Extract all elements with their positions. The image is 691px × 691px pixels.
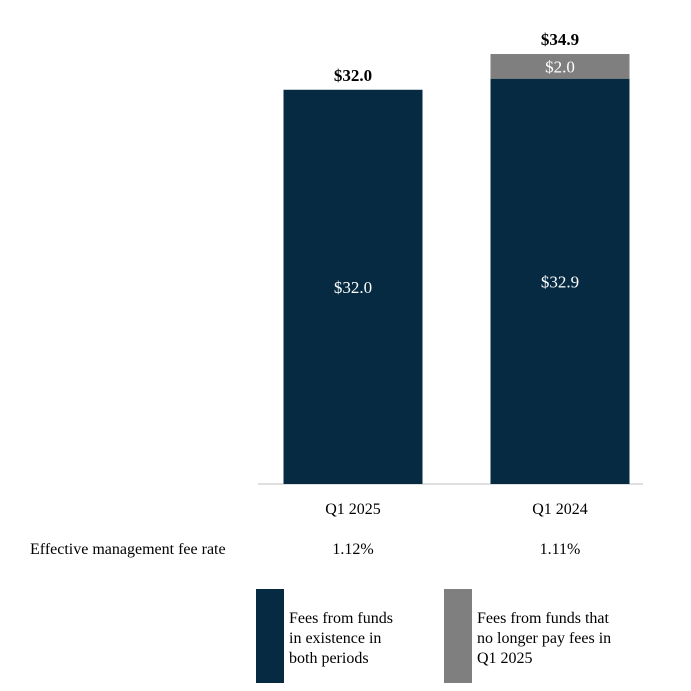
legend: Fees from funds in existence in both perio… (256, 589, 611, 683)
legend-label: no longer pay fees in (477, 630, 611, 647)
bar-segment (490, 78, 630, 484)
x-tick-label: Q1 2025 (325, 501, 381, 518)
bar-segment (283, 89, 423, 484)
total-label: $34.9 (541, 30, 579, 49)
legend-label: Fees from funds that (477, 610, 610, 627)
legend-swatch (444, 589, 472, 683)
legend-label: in existence in (289, 630, 381, 647)
bar-segment (490, 54, 630, 79)
labels-group: $32.0 $32.0 Q1 2025 1.12% $32.9 $2.0 $34.9 Q1 2… (325, 30, 588, 558)
x-tick-label: Q1 2024 (532, 501, 588, 518)
legend-swatch (256, 589, 284, 683)
data-label: $32.0 (334, 278, 372, 297)
legend-label: Fees from funds (289, 610, 393, 627)
data-label: $32.9 (541, 272, 579, 291)
bars-group (283, 54, 630, 484)
total-label: $32.0 (334, 66, 372, 85)
fee-rate-value: 1.12% (332, 541, 373, 558)
fee-rate-value: 1.11% (540, 541, 581, 558)
data-label: $2.0 (545, 57, 575, 76)
rate-row-label: Effective management fee rate (30, 541, 226, 558)
legend-label: Q1 2025 (477, 650, 533, 667)
legend-label: both periods (289, 650, 369, 667)
